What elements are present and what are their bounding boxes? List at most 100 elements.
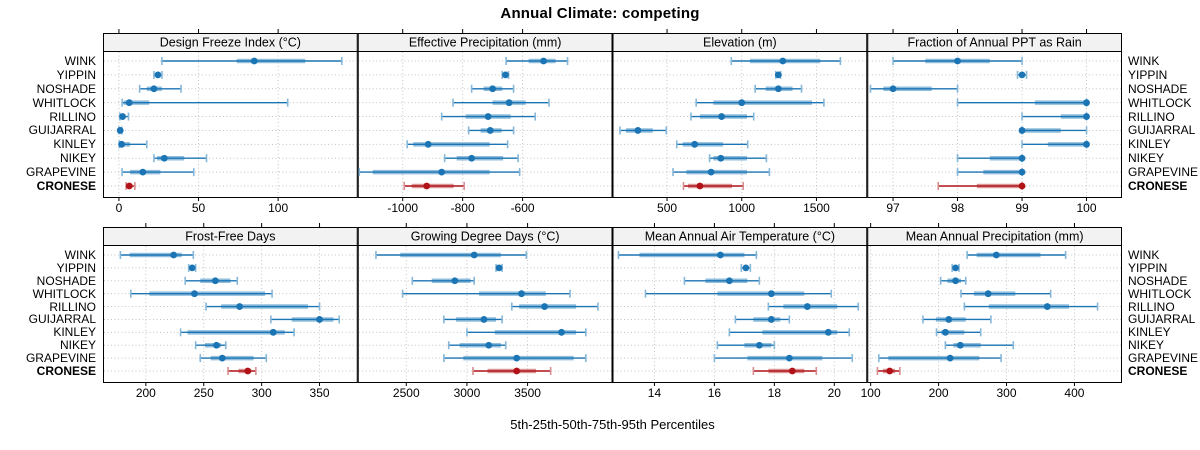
series-wink — [892, 57, 1023, 65]
median-dot — [244, 367, 252, 375]
series-rillino — [205, 302, 321, 311]
chart-title: Annual Climate: competing — [500, 5, 700, 22]
panel-r1-c3: Mean Annual Precipitation (mm) 100 200 300 4… — [861, 223, 1122, 400]
tick-label: 100 — [268, 201, 288, 215]
panel-r1-c1: Growing Degree Days (°C) 2500 3000 3500 — [357, 223, 613, 400]
site-label-left-nikey: NIKEY — [59, 338, 96, 353]
median-dot — [451, 277, 459, 285]
median-dot — [941, 328, 949, 336]
series-kinley — [728, 328, 851, 337]
median-dot — [119, 113, 126, 120]
series-nikey — [443, 154, 519, 163]
tick-label: 99 — [1015, 201, 1029, 215]
series-kinley — [466, 328, 587, 337]
median-dot — [1018, 182, 1026, 190]
series-nikey — [716, 341, 776, 350]
series-nikey — [944, 341, 1015, 350]
series-wink — [730, 57, 842, 65]
site-label-right-cronese: CRONESE — [1128, 364, 1188, 378]
site-label-left-wink: WINK — [64, 54, 96, 68]
strip-title: Effective Precipitation (mm) — [409, 36, 562, 50]
series-nikey — [708, 154, 768, 163]
series-grapevine — [956, 168, 1026, 177]
tick-label: 20 — [828, 386, 842, 400]
panel-r0-c3: Fraction of Annual PPT as Rain 97 98 99 100 — [867, 29, 1122, 215]
median-dot — [236, 303, 244, 310]
site-label-left-nikey: NIKEY — [59, 151, 96, 166]
median-dot — [438, 168, 446, 176]
series-wink — [375, 251, 528, 259]
median-dot — [767, 290, 775, 298]
median-dot — [139, 168, 147, 176]
median-dot — [707, 168, 715, 176]
median-dot — [1083, 99, 1090, 107]
median-dot — [755, 341, 763, 349]
site-label-right-yippin: YIPPIN — [1128, 260, 1168, 275]
series-yippin — [1016, 70, 1028, 79]
site-label-right-rillino: RILLINO — [1128, 299, 1175, 314]
series-rillino — [963, 302, 1099, 311]
series-nikey — [194, 341, 227, 350]
series-grapevine — [199, 354, 268, 363]
median-dot — [191, 290, 198, 298]
median-dot — [945, 316, 953, 323]
panel-body — [867, 245, 1122, 383]
median-dot — [1043, 303, 1051, 310]
site-label-right-kinley: KINLEY — [1128, 325, 1171, 340]
median-dot — [513, 367, 521, 375]
median-dot — [725, 277, 733, 285]
site-label-left-guijarral: GUIJARRAL — [28, 312, 96, 327]
series-guijarral — [270, 315, 341, 324]
site-label-left-wink: WINK — [64, 248, 96, 262]
site-label-right-grapevine: GRAPEVINE — [1128, 165, 1199, 180]
median-dot — [774, 85, 782, 93]
median-dot — [480, 316, 488, 323]
median-dot — [992, 251, 1000, 259]
tick-label: 100 — [861, 386, 881, 400]
median-dot — [788, 367, 796, 375]
series-yippin — [495, 263, 503, 272]
median-dot — [886, 367, 894, 375]
series-yippin — [951, 263, 960, 272]
series-whitlock — [644, 289, 833, 298]
site-label-right-whitlock: WHITLOCK — [1128, 95, 1192, 110]
site-label-left-cronese: CRONESE — [36, 364, 96, 378]
tick-label: 50 — [192, 201, 206, 215]
site-label-left-guijarral: GUIJARRAL — [28, 123, 96, 138]
site-label-left-grapevine: GRAPEVINE — [25, 165, 96, 180]
series-grapevine — [443, 354, 587, 363]
series-noshade — [184, 276, 239, 285]
series-cronese — [752, 367, 818, 375]
strip-title: Mean Annual Air Temperature (°C) — [645, 230, 835, 244]
series-noshade — [939, 276, 967, 285]
series-noshade — [683, 276, 761, 285]
median-dot — [779, 57, 787, 65]
panel-row-0: Design Freeze Index (°C) 0 50 100 Effective … — [103, 29, 1122, 215]
series-whitlock — [452, 98, 550, 107]
median-dot — [956, 341, 964, 349]
median-dot — [767, 316, 775, 323]
series-grapevine — [358, 168, 521, 177]
series-yippin — [774, 70, 782, 79]
median-dot — [952, 264, 959, 272]
series-whitlock — [129, 289, 273, 298]
series-cronese — [682, 182, 745, 190]
median-dot — [213, 341, 220, 349]
median-dot — [118, 140, 126, 148]
series-cronese — [125, 182, 136, 190]
panel-row-1: Frost-Free Days 200 250 300 350 Growing Degre… — [103, 223, 1122, 400]
median-dot — [738, 99, 746, 107]
series-kinley — [1021, 140, 1090, 149]
tick-label: 300 — [252, 386, 272, 400]
panel-body — [103, 51, 358, 198]
median-dot — [716, 251, 724, 259]
median-dot — [484, 113, 492, 120]
median-dot — [1018, 127, 1026, 134]
series-kinley — [675, 140, 749, 149]
site-label-right-noshade: NOSHADE — [1128, 273, 1188, 288]
series-cronese — [227, 367, 257, 375]
median-dot — [824, 328, 832, 336]
series-grapevine — [672, 168, 771, 177]
median-dot — [160, 154, 168, 162]
